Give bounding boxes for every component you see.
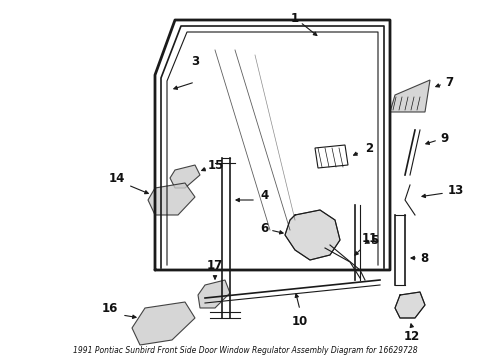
Polygon shape <box>285 210 340 260</box>
Text: 1: 1 <box>291 12 299 25</box>
Text: 4: 4 <box>260 189 268 202</box>
Text: 1991 Pontiac Sunbird Front Side Door Window Regulator Assembly Diagram for 16629: 1991 Pontiac Sunbird Front Side Door Win… <box>73 346 417 355</box>
Text: 10: 10 <box>292 315 308 328</box>
Polygon shape <box>148 183 195 215</box>
Text: 11: 11 <box>362 231 378 244</box>
Text: 17: 17 <box>207 259 223 272</box>
Text: 3: 3 <box>191 55 199 68</box>
Text: 5: 5 <box>370 234 378 247</box>
Text: 12: 12 <box>404 330 420 343</box>
Polygon shape <box>170 165 200 188</box>
Polygon shape <box>132 302 195 345</box>
Text: 15: 15 <box>208 158 224 171</box>
Text: 13: 13 <box>448 184 464 197</box>
Polygon shape <box>198 280 230 308</box>
Polygon shape <box>395 292 425 318</box>
Text: 8: 8 <box>420 252 428 265</box>
Text: 14: 14 <box>109 171 125 185</box>
Text: 9: 9 <box>440 131 448 144</box>
Text: 2: 2 <box>365 141 373 154</box>
Text: 7: 7 <box>445 76 453 89</box>
Text: 6: 6 <box>260 221 268 234</box>
Polygon shape <box>390 80 430 112</box>
Text: 16: 16 <box>101 302 118 315</box>
